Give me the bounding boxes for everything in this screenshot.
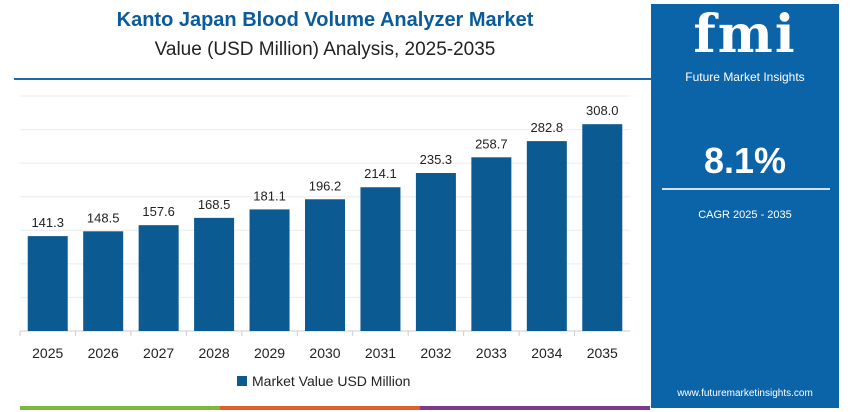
chart-title: Kanto Japan Blood Volume Analyzer Market xyxy=(116,9,534,31)
stripe-orange xyxy=(220,406,420,410)
brand-name: Future Market Insights xyxy=(685,70,805,84)
bar xyxy=(471,157,512,331)
x-tick-label: 2033 xyxy=(476,345,507,361)
chart-subtitle: Value (USD Million) Analysis, 2025-2035 xyxy=(154,39,496,60)
data-label: 235.3 xyxy=(420,152,453,167)
bar xyxy=(415,173,456,331)
website-link[interactable]: www.futuremarketinsights.com xyxy=(677,388,813,399)
bar xyxy=(249,209,290,331)
bar xyxy=(83,231,124,331)
title-divider xyxy=(14,78,654,80)
bar xyxy=(360,187,401,331)
x-tick-label: 2034 xyxy=(531,345,562,361)
fmi-logo: fmi xyxy=(693,8,797,62)
data-label: 168.5 xyxy=(198,197,231,212)
legend: Market Value USD Million xyxy=(237,373,410,389)
x-tick-label: 2030 xyxy=(309,345,340,361)
bar xyxy=(305,199,345,331)
x-tick-label: 2031 xyxy=(365,345,396,361)
info-panel: fmi Future Market Insights 8.1% CAGR 202… xyxy=(651,4,839,408)
bar xyxy=(194,217,235,331)
data-label: 282.8 xyxy=(531,120,564,135)
legend-swatch xyxy=(237,376,247,386)
bar xyxy=(27,236,68,331)
bar xyxy=(138,225,179,331)
data-label: 141.3 xyxy=(31,215,64,230)
stripe-purple xyxy=(420,406,650,410)
stripe-green xyxy=(20,406,220,410)
data-label: 308.0 xyxy=(586,103,619,118)
cagr-divider xyxy=(662,188,830,190)
x-tick-label: 2028 xyxy=(199,345,230,361)
x-tick-label: 2029 xyxy=(254,345,285,361)
x-tick-label: 2032 xyxy=(420,345,451,361)
data-label: 181.1 xyxy=(253,188,286,203)
cagr-value: 8.1% xyxy=(703,140,787,181)
bar xyxy=(582,124,623,331)
x-tick-label: 2026 xyxy=(88,345,119,361)
x-tick-label: 2027 xyxy=(143,345,174,361)
data-label: 214.1 xyxy=(364,166,397,181)
data-label: 148.5 xyxy=(87,210,120,225)
cagr-label: CAGR 2025 - 2035 xyxy=(698,209,792,221)
x-tick-label: 2035 xyxy=(587,345,618,361)
data-label: 258.7 xyxy=(475,136,508,151)
bar xyxy=(526,141,567,331)
x-tick-label: 2025 xyxy=(32,345,63,361)
data-label: 157.6 xyxy=(142,204,175,219)
legend-label: Market Value USD Million xyxy=(252,373,411,389)
data-label: 196.2 xyxy=(309,178,342,193)
bar-chart: 141.3 2025 148.5 2026 157.6 2027 168.5 2028 181.… xyxy=(19,95,630,361)
